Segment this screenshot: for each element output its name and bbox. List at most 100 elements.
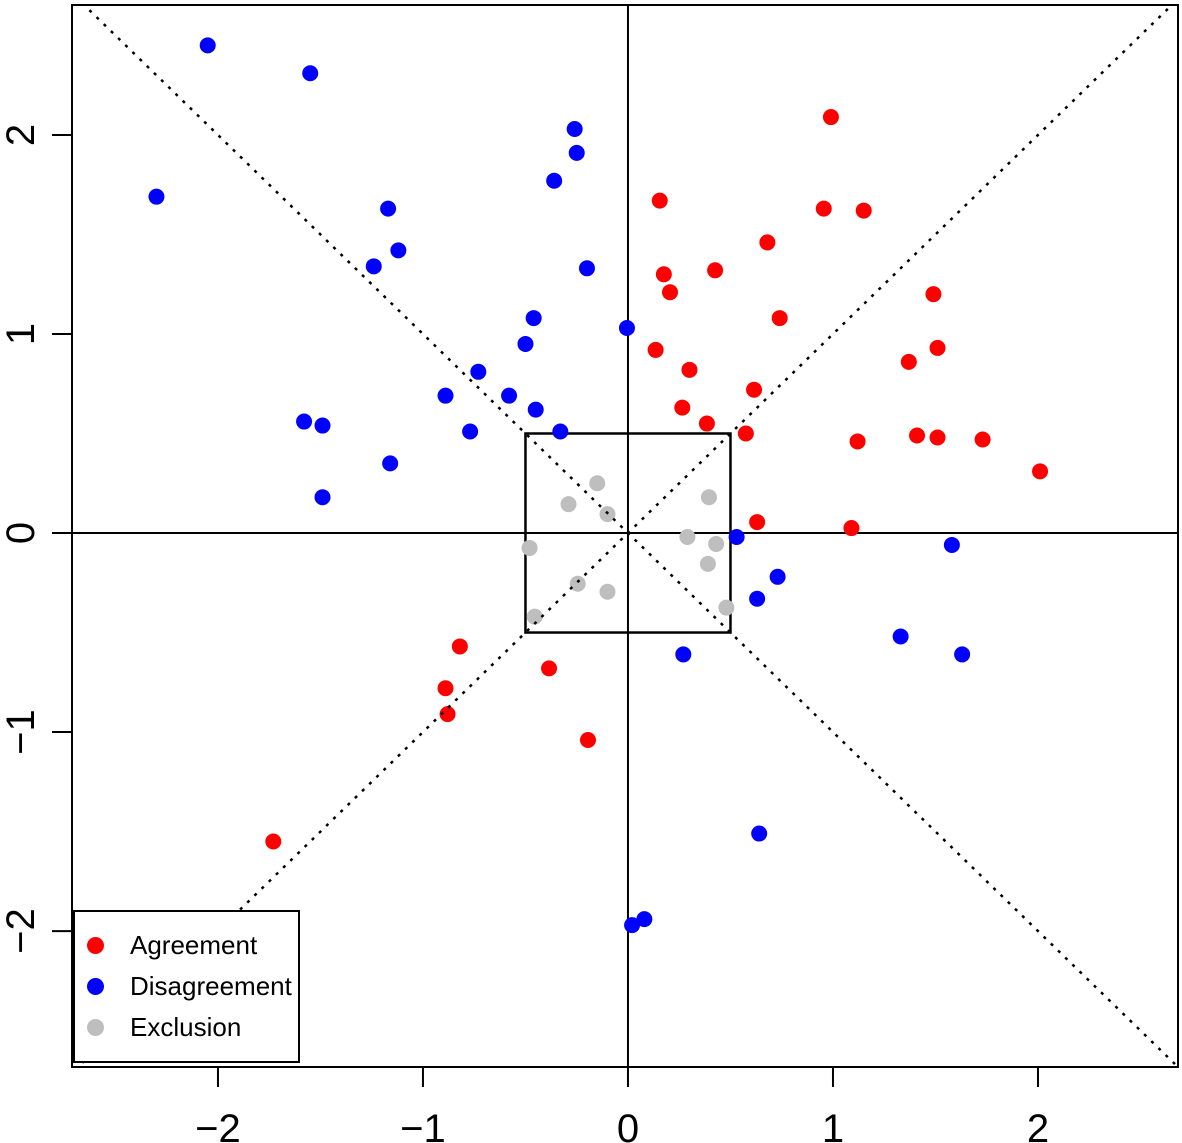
data-point-agreement [437, 680, 454, 697]
series-exclusion [521, 475, 735, 625]
data-point-disagreement [546, 172, 563, 189]
data-point-agreement [843, 520, 860, 537]
legend-label-exclusion: Exclusion [130, 1012, 242, 1042]
data-point-disagreement [525, 310, 542, 327]
plot-border [71, 4, 1179, 1068]
data-point-agreement [647, 341, 664, 358]
data-point-disagreement [618, 320, 635, 337]
data-point-agreement [855, 202, 872, 219]
legend-label-agreement: Agreement [130, 930, 258, 960]
data-point-disagreement [302, 65, 319, 82]
data-point-agreement [909, 427, 926, 444]
data-point-disagreement [552, 423, 569, 440]
data-point-agreement [579, 732, 596, 749]
data-point-exclusion [599, 583, 616, 600]
data-point-disagreement [568, 144, 585, 161]
data-point-exclusion [700, 489, 717, 506]
data-point-agreement [822, 109, 839, 126]
legend-item-agreement: Agreement [75, 925, 298, 966]
x-axis-tick-label: 1 [822, 1107, 844, 1143]
data-point-exclusion [526, 608, 543, 625]
data-point-agreement [439, 706, 456, 723]
data-point-agreement [771, 310, 788, 327]
data-point-disagreement [954, 646, 971, 663]
data-point-agreement [655, 266, 672, 283]
data-point-agreement [746, 381, 763, 398]
data-point-agreement [925, 286, 942, 303]
data-point-disagreement [943, 536, 960, 553]
data-point-disagreement [380, 200, 397, 217]
data-point-disagreement [365, 258, 382, 275]
data-point-disagreement [462, 423, 479, 440]
series-disagreement [148, 37, 971, 934]
legend-item-disagreement: Disagreement [75, 966, 298, 1007]
data-point-disagreement [199, 37, 216, 54]
data-point-disagreement [527, 401, 544, 418]
data-point-agreement [651, 192, 668, 209]
series-agreement [265, 109, 1049, 850]
data-point-disagreement [314, 417, 331, 434]
data-point-agreement [900, 353, 917, 370]
x-axis-tick-label: 2 [1027, 1107, 1049, 1143]
data-point-disagreement [769, 568, 786, 585]
data-point-disagreement [749, 590, 766, 607]
data-point-exclusion [699, 555, 716, 572]
y-axis-tick-label: 0 [0, 522, 43, 544]
data-point-agreement [737, 425, 754, 442]
data-point-agreement [929, 339, 946, 356]
data-point-agreement [681, 361, 698, 378]
x-axis-tick-label: 0 [617, 1107, 639, 1143]
legend-marker-exclusion-icon [87, 1019, 104, 1036]
data-point-agreement [661, 284, 678, 301]
data-point-exclusion [708, 535, 725, 552]
data-point-agreement [759, 234, 776, 251]
data-point-disagreement [517, 335, 534, 352]
y-axis-tick-label: −1 [0, 709, 43, 755]
data-point-disagreement [382, 455, 399, 472]
data-point-agreement [849, 433, 866, 450]
y-axis-tick-label: 2 [0, 124, 43, 146]
data-point-disagreement [148, 188, 165, 205]
data-point-disagreement [624, 917, 641, 934]
data-point-agreement [541, 660, 558, 677]
data-point-agreement [451, 638, 468, 655]
data-point-exclusion [589, 475, 606, 492]
data-point-disagreement [636, 911, 653, 928]
data-point-disagreement [675, 646, 692, 663]
legend-item-exclusion: Exclusion [75, 1007, 298, 1048]
data-point-agreement [974, 431, 991, 448]
data-point-disagreement [437, 387, 454, 404]
data-point-agreement [265, 833, 282, 850]
data-point-disagreement [892, 628, 909, 645]
data-point-disagreement [470, 363, 487, 380]
data-point-disagreement [501, 387, 518, 404]
x-axis-tick-label: −1 [400, 1107, 446, 1143]
data-point-agreement [1032, 463, 1049, 480]
data-point-disagreement [390, 242, 407, 259]
data-point-exclusion [718, 599, 735, 616]
data-point-exclusion [560, 496, 577, 513]
data-point-agreement [929, 429, 946, 446]
data-point-agreement [815, 200, 832, 217]
data-point-disagreement [578, 260, 595, 277]
y-axis: −2 −1 0 1 2 [0, 124, 72, 954]
y-axis-tick-label: 1 [0, 323, 43, 345]
data-point-disagreement [728, 528, 745, 545]
legend-marker-disagreement-icon [87, 978, 104, 995]
x-axis: −2 −1 0 1 2 [195, 1067, 1049, 1143]
legend: Agreement Disagreement Exclusion [73, 910, 300, 1063]
data-point-agreement [674, 399, 691, 416]
legend-label-disagreement: Disagreement [130, 971, 292, 1001]
data-point-agreement [707, 262, 724, 279]
data-point-disagreement [566, 120, 583, 137]
legend-marker-agreement-icon [87, 937, 104, 954]
data-point-agreement [698, 415, 715, 432]
x-axis-tick-label: −2 [195, 1107, 241, 1143]
data-point-disagreement [751, 825, 768, 842]
data-point-agreement [749, 514, 766, 531]
y-axis-tick-label: −2 [0, 908, 43, 954]
data-point-disagreement [296, 413, 313, 430]
data-point-disagreement [314, 489, 331, 506]
